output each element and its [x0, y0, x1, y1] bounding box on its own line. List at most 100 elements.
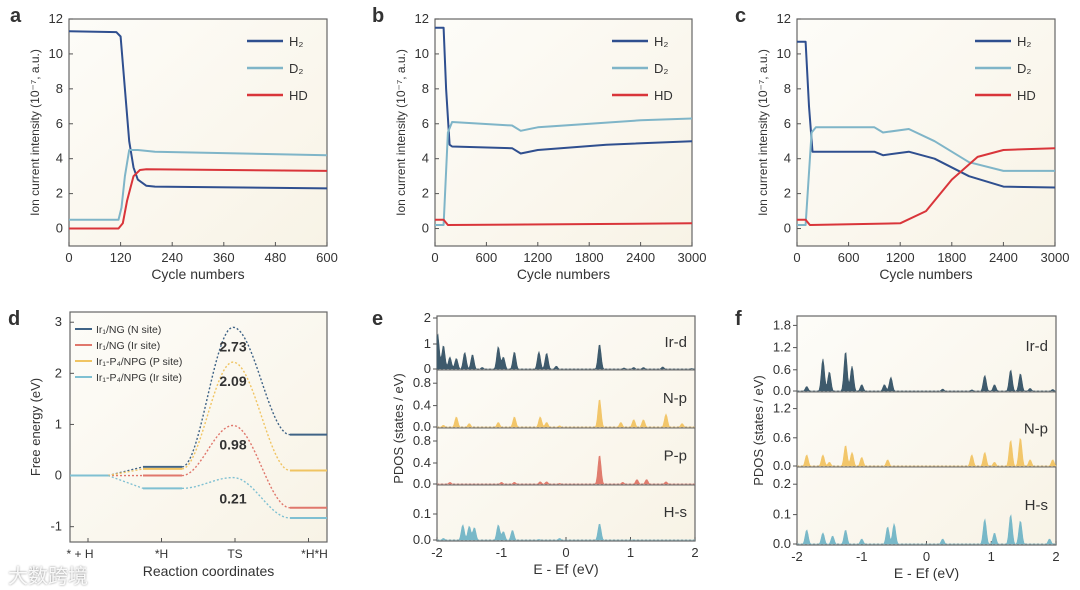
series-line-a-0 [68, 30, 328, 190]
x-axis-label: E - Ef (eV) [533, 561, 598, 577]
panel-label: d [8, 308, 20, 330]
x-tick-label: 2400 [989, 250, 1018, 265]
y-axis-label: Ion current intensity (10⁻⁷, a.u.) [28, 49, 42, 216]
barrier-label: 0.21 [219, 491, 246, 507]
x-tick-label: -2 [431, 545, 443, 560]
series-line-b-0 [435, 26, 693, 155]
orbital-label: Ir-d [1026, 338, 1049, 355]
x-tick-label: *H*H [301, 547, 328, 561]
y-tick-label: 2 [56, 186, 63, 201]
y-tick-label: 6 [422, 116, 429, 131]
series-line-c-0 [797, 40, 1056, 189]
x-tick-label: 480 [265, 250, 287, 265]
x-axis-label: Cycle numbers [517, 266, 610, 282]
y-axis-label: Ion current intensity (10⁻⁷, a.u.) [756, 49, 770, 216]
panel-label: b [372, 5, 384, 27]
energy-profile-1 [70, 424, 327, 509]
x-tick-label: -2 [791, 549, 803, 564]
y-tick-label: 0.0 [773, 536, 791, 551]
y-tick-label: 0.2 [773, 476, 791, 491]
y-tick-label: 2 [784, 186, 791, 201]
panel-label: a [10, 5, 22, 27]
legend-label: H₂ [1017, 34, 1031, 49]
y-tick-label: 10 [49, 46, 63, 61]
y-axis-label: PDOS (states / eV) [751, 375, 766, 486]
legend-label: H₂ [289, 34, 303, 49]
x-tick-label: 1200 [886, 250, 915, 265]
y-tick-label: 0.6 [773, 362, 791, 377]
orbital-label: Ir-d [665, 334, 688, 351]
y-tick-label: 0 [56, 221, 63, 236]
y-tick-label: 0 [55, 468, 62, 483]
plot-area [434, 18, 693, 247]
y-tick-label: 1 [55, 416, 62, 431]
x-tick-label: 1 [627, 545, 634, 560]
y-tick-label: 12 [415, 11, 429, 26]
x-tick-label: 0 [562, 545, 569, 560]
y-axis-label: PDOS (states / eV) [391, 373, 406, 484]
y-tick-label: 0.8 [413, 375, 431, 390]
x-tick-label: 600 [316, 250, 338, 265]
y-tick-label: 1 [424, 336, 431, 351]
orbital-label: H-s [1025, 497, 1048, 514]
orbital-label: H-s [664, 504, 687, 521]
y-tick-label: 12 [777, 11, 791, 26]
x-tick-label: 1 [988, 549, 995, 564]
y-axis-label: Ion current intensity (10⁻⁷, a.u.) [394, 49, 408, 216]
x-tick-label: 0 [65, 250, 72, 265]
y-tick-label: 0.0 [773, 383, 791, 398]
plot-area [796, 18, 1056, 247]
legend-label: HD [654, 88, 673, 103]
series-line-a-2 [69, 168, 328, 230]
y-tick-label: 2 [424, 310, 431, 325]
x-tick-label: 600 [838, 250, 860, 265]
pdos-area-h-s [797, 514, 1056, 545]
barrier-label: 0.98 [219, 436, 246, 452]
legend-label: Ir₁/NG (Ir site) [96, 340, 160, 352]
y-tick-label: 8 [422, 81, 429, 96]
y-tick-label: 0.4 [413, 398, 431, 413]
plot-area [69, 311, 328, 543]
pdos-area-ir-d [436, 333, 695, 370]
y-tick-label: 0 [784, 221, 791, 236]
y-tick-label: -1 [50, 519, 62, 534]
panel-label: c [735, 5, 746, 27]
panel-label: e [372, 308, 383, 330]
pdos-area-ir-d [797, 352, 1056, 392]
x-tick-label: 0 [793, 250, 800, 265]
x-tick-label: 0 [923, 549, 930, 564]
y-tick-label: 0.1 [773, 507, 791, 522]
series-line-c-1 [797, 126, 1055, 226]
legend-label: HD [289, 88, 308, 103]
y-tick-label: 0.0 [413, 419, 431, 434]
orbital-label: P-p [664, 448, 687, 465]
y-tick-label: 4 [56, 151, 63, 166]
y-tick-label: 0.0 [413, 532, 431, 547]
y-tick-label: 4 [784, 151, 791, 166]
y-tick-label: 1.8 [773, 317, 791, 332]
legend-label: Ir₁-P₄/NPG (P site) [96, 356, 182, 368]
series-line-b-2 [435, 218, 693, 226]
transition-curve [181, 326, 291, 468]
y-tick-label: 0 [424, 361, 431, 376]
plot-area [796, 315, 1057, 546]
x-tick-label: 2 [691, 545, 698, 560]
transition-curve [182, 476, 291, 519]
y-tick-label: 0.1 [413, 506, 431, 521]
y-tick-label: 2 [55, 365, 62, 380]
y-tick-label: 0.4 [413, 455, 431, 470]
legend-label: D₂ [654, 61, 668, 76]
y-tick-label: 6 [56, 116, 63, 131]
x-tick-label: 2 [1052, 549, 1059, 564]
plot-area [68, 18, 328, 247]
y-tick-label: 10 [777, 46, 791, 61]
x-tick-label: TS [227, 547, 242, 561]
y-axis-label: Free energy (eV) [28, 378, 43, 476]
series-line-c-2 [797, 147, 1056, 226]
x-tick-label: 240 [161, 250, 183, 265]
y-tick-label: 12 [49, 11, 63, 26]
transition-curve [181, 424, 291, 509]
legend-label: D₂ [1017, 61, 1031, 76]
x-tick-label: 1800 [575, 250, 604, 265]
